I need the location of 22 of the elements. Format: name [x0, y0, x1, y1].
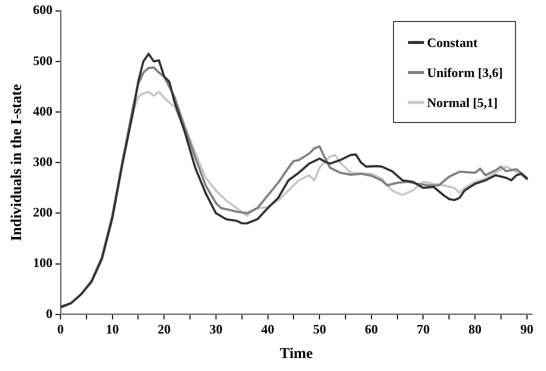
x-tick-label: 60	[364, 322, 378, 337]
x-tick-label: 40	[261, 322, 274, 337]
y-tick-label: 100	[33, 255, 52, 270]
legend-label: Normal [5,1]	[427, 94, 498, 111]
x-tick-label: 30	[209, 322, 222, 337]
x-tick-label: 80	[468, 322, 482, 337]
x-tick-label: 90	[520, 322, 534, 337]
y-tick-label: 600	[33, 2, 52, 18]
x-tick-label: 20	[158, 322, 171, 337]
x-tick-label: 70	[416, 322, 430, 337]
legend-label: Constant	[427, 34, 478, 51]
y-tick-label: 500	[33, 52, 52, 68]
x-tick-label: 10	[106, 322, 119, 337]
x-tick-label: 0	[57, 322, 64, 337]
x-tick-label: 50	[313, 322, 326, 337]
y-axis-title: Individuals in the I-state	[8, 84, 25, 242]
legend-label: Uniform [3,6]	[427, 64, 503, 81]
y-tick-label: 0	[46, 306, 52, 321]
y-tick-label: 400	[33, 103, 52, 118]
y-tick-label: 200	[33, 204, 52, 220]
y-tick-label: 300	[33, 154, 52, 169]
x-axis-title: Time	[280, 346, 314, 362]
